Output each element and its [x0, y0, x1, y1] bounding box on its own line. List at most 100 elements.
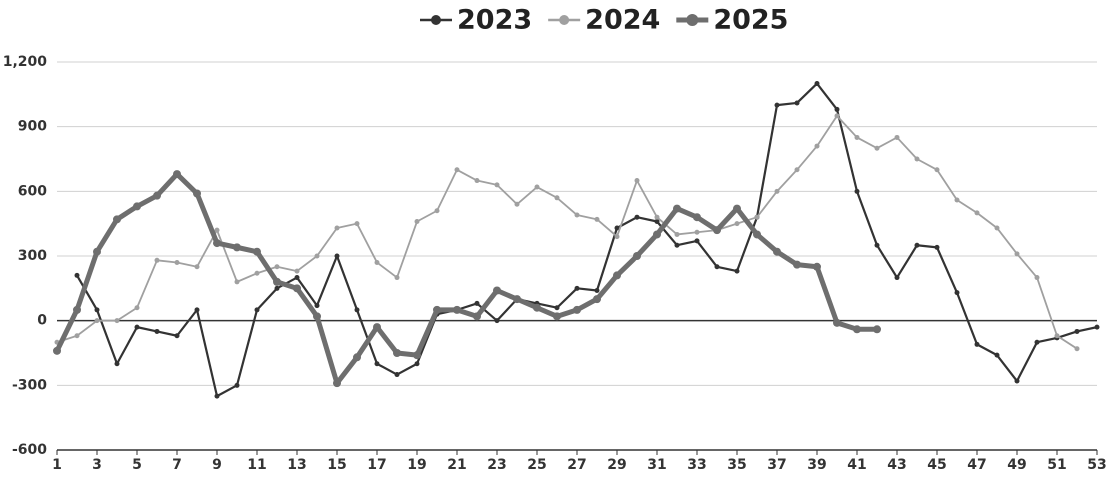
point [533, 303, 541, 312]
point [74, 272, 80, 278]
point [513, 295, 521, 304]
legend-label: 2025 [713, 5, 788, 36]
point [554, 305, 560, 311]
point [554, 195, 560, 201]
point [814, 81, 820, 87]
legend-entry: 2024 [548, 5, 660, 36]
point [214, 393, 220, 399]
point [254, 307, 260, 313]
point [294, 268, 300, 274]
point [894, 275, 900, 281]
point [494, 318, 500, 324]
point [434, 208, 440, 214]
point [234, 279, 240, 285]
point [614, 234, 620, 240]
point [494, 182, 500, 188]
point [773, 247, 781, 256]
point [454, 167, 460, 173]
point [114, 318, 120, 324]
point [134, 305, 140, 311]
x-tick-label: 17 [367, 457, 386, 473]
point [894, 134, 900, 140]
point [634, 178, 640, 184]
point [934, 244, 940, 250]
point [774, 102, 780, 108]
point [274, 264, 280, 270]
point [514, 201, 520, 207]
point [174, 259, 180, 265]
point [654, 219, 660, 225]
y-tick-label: -600 [12, 442, 47, 458]
y-tick-label: 1,200 [3, 54, 48, 70]
point [353, 353, 361, 362]
point [954, 290, 960, 296]
y-tick-label: 600 [18, 183, 47, 199]
point [1074, 328, 1080, 334]
point [474, 178, 480, 184]
point [374, 361, 380, 367]
point [334, 253, 340, 259]
point [733, 204, 741, 213]
point [934, 167, 940, 173]
point [714, 264, 720, 270]
point [393, 349, 401, 357]
point [154, 257, 160, 263]
legend-marker [559, 15, 570, 25]
point [774, 188, 780, 194]
point [293, 284, 301, 293]
point [914, 156, 920, 162]
legend-entry: 2023 [420, 5, 532, 36]
series-line [56, 114, 1078, 350]
x-tick-label: 41 [847, 457, 866, 473]
point [314, 253, 320, 259]
x-tick-label: 51 [1047, 457, 1066, 473]
point [113, 215, 121, 224]
x-tick-label: 31 [647, 457, 666, 473]
x-tick-label: 27 [567, 457, 586, 473]
x-tick-label: 49 [1007, 457, 1026, 473]
point [1034, 275, 1040, 281]
point [854, 188, 860, 194]
point [314, 303, 320, 309]
point [453, 305, 461, 314]
point [374, 259, 380, 265]
x-tick-label: 29 [607, 457, 626, 473]
point [734, 221, 740, 227]
point [274, 285, 280, 291]
point [294, 275, 300, 281]
x-tick-label: 13 [287, 457, 306, 473]
point [793, 260, 801, 269]
x-tick-label: 53 [1087, 457, 1106, 473]
point [713, 226, 721, 235]
point [874, 145, 880, 151]
legend-label: 2023 [457, 5, 532, 36]
point [674, 242, 680, 248]
point [853, 325, 861, 334]
x-tick-label: 15 [327, 457, 346, 473]
x-tick-label: 1 [52, 457, 62, 473]
point [394, 275, 400, 281]
x-tick-label: 39 [807, 457, 826, 473]
point [354, 307, 360, 313]
point [93, 247, 101, 256]
point [794, 100, 800, 106]
x-tick-label: 19 [407, 457, 426, 473]
series-line [76, 82, 1098, 398]
point [694, 229, 700, 235]
point [653, 230, 661, 239]
point [234, 382, 240, 388]
point [154, 328, 160, 334]
point [373, 323, 381, 332]
x-tick-label: 7 [172, 457, 182, 473]
y-tick-label: 300 [18, 248, 47, 264]
x-tick-label: 3 [92, 457, 102, 473]
point [334, 225, 340, 231]
point [813, 262, 821, 271]
point [674, 231, 680, 237]
point [214, 227, 220, 233]
point [974, 210, 980, 216]
point [654, 214, 660, 220]
point [254, 270, 260, 276]
point [354, 221, 360, 227]
